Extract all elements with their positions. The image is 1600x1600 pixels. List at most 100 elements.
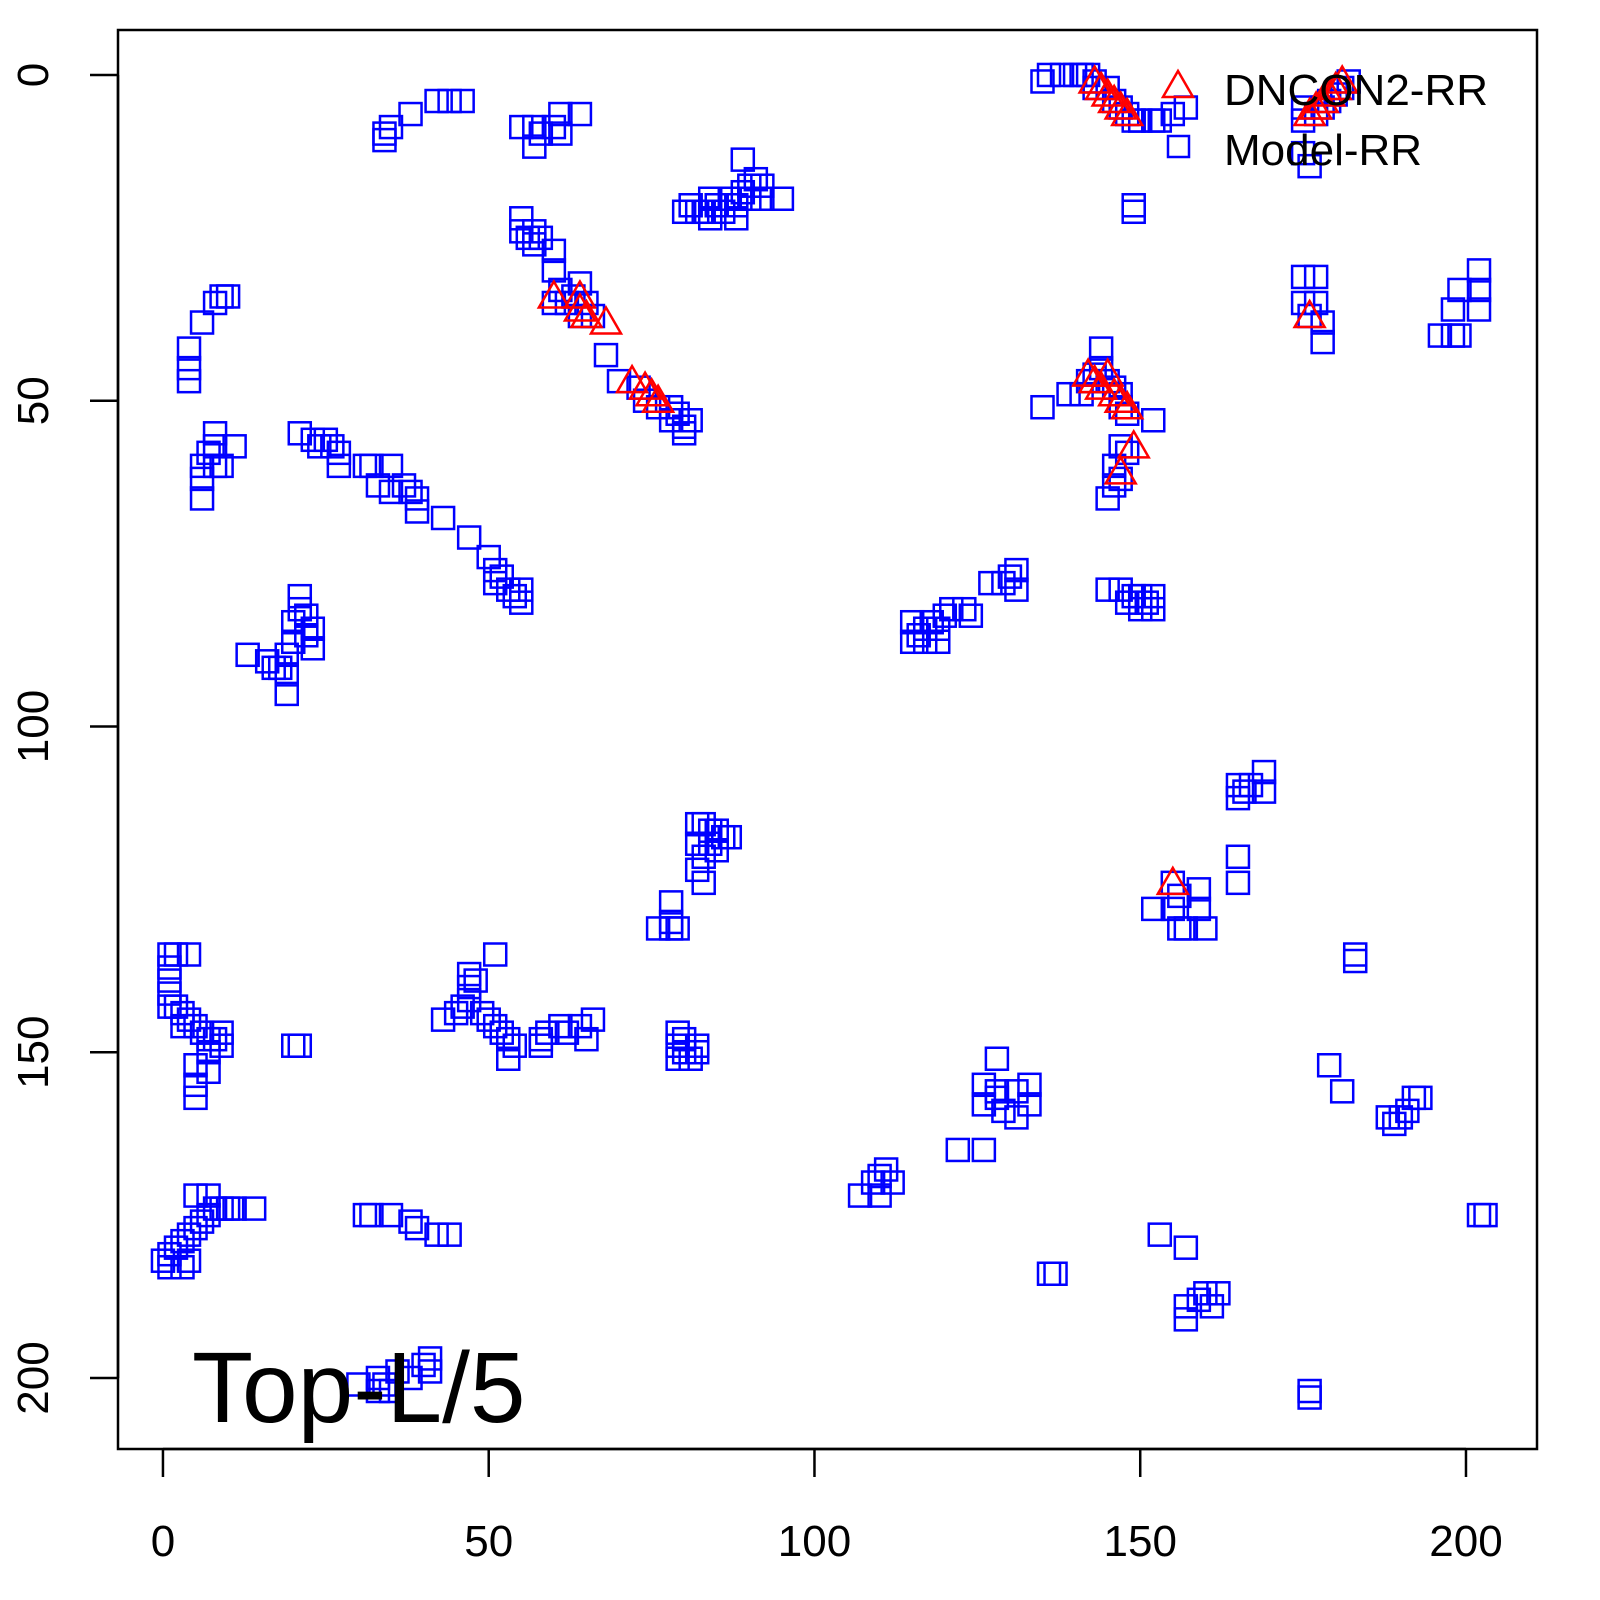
model-rr-point — [684, 1033, 710, 1058]
model-rr-point — [1290, 264, 1316, 290]
model-rr-point — [150, 1248, 176, 1273]
model-rr-point — [365, 1378, 391, 1404]
dncon2-rr-point — [562, 291, 598, 322]
y-axis: 0 50 100 150 200 — [9, 63, 120, 1415]
model-rr-point — [945, 1137, 971, 1163]
model-rr-point — [971, 1092, 997, 1117]
model-rr-point — [170, 1000, 195, 1026]
dncon2-rr-point — [1097, 83, 1132, 114]
dncon2-rr-point — [1077, 363, 1112, 394]
model-rr-point — [437, 1222, 462, 1247]
model-rr-point — [671, 1039, 697, 1065]
model-rr-point — [202, 421, 228, 446]
model-rr-point — [170, 1254, 195, 1280]
model-rr-point — [372, 121, 397, 146]
model-rr-point — [724, 193, 749, 218]
model-rr-point — [378, 1202, 404, 1228]
model-rr-point — [398, 101, 423, 127]
model-rr-point — [860, 1170, 886, 1195]
model-rr-point — [300, 636, 326, 661]
model-rr-point — [1049, 62, 1075, 88]
model-rr-point — [671, 1026, 697, 1052]
model-rr-point — [502, 1033, 528, 1058]
model-rr-point — [456, 961, 482, 987]
model-rr-point — [932, 603, 958, 628]
model-rr-point — [737, 186, 762, 211]
model-rr-point — [684, 857, 710, 883]
model-rr-point — [176, 355, 202, 381]
model-rr-point — [241, 1196, 267, 1221]
model-rr-point — [678, 193, 703, 218]
model-rr-point — [528, 225, 554, 251]
model-rr-point — [769, 186, 795, 211]
model-rr-point — [287, 421, 313, 446]
dncon2-rr-point — [1090, 76, 1125, 107]
model-rr-point — [176, 1222, 202, 1247]
model-rr-point — [482, 557, 508, 583]
model-rr-point — [704, 193, 729, 218]
dncon2-rr-point — [614, 363, 650, 394]
model-rr-point — [202, 290, 228, 316]
model-rr-point — [548, 121, 573, 146]
model-rr-point — [1440, 297, 1466, 322]
model-rr-point — [548, 101, 573, 127]
model-rr-point — [202, 434, 228, 459]
model-rr-point — [359, 453, 384, 479]
model-rr-point — [1004, 1105, 1029, 1130]
model-rr-point — [1141, 896, 1166, 922]
dncon2-rr-point — [588, 305, 624, 335]
dncon2-rr-point — [569, 298, 604, 329]
model-rr-point — [1088, 336, 1114, 361]
model-rr-point — [1316, 1053, 1342, 1078]
dncon2-rr-point — [1090, 357, 1125, 387]
model-rr-point — [196, 1183, 221, 1208]
legend-label-dncon2: DNCON2-RR — [1224, 66, 1488, 115]
model-rr-point — [919, 609, 944, 635]
model-rr-point — [899, 629, 925, 655]
model-rr-point — [287, 583, 313, 609]
model-rr-point — [509, 114, 534, 140]
model-rr-point — [509, 590, 534, 615]
model-rr-point — [978, 570, 1003, 596]
model-rr-point — [222, 1196, 247, 1221]
model-rr-point — [1251, 759, 1277, 785]
model-rr-point — [313, 427, 339, 453]
model-rr-point — [1225, 785, 1251, 811]
model-rr-point — [202, 1026, 228, 1052]
model-rr-point — [926, 616, 951, 641]
model-rr-point — [554, 1020, 580, 1045]
model-rr-point — [1238, 772, 1264, 798]
model-rr-point — [1030, 394, 1055, 420]
model-rr-point — [404, 486, 430, 511]
model-rr-point — [522, 232, 547, 257]
dncon2-rr-point — [1155, 865, 1190, 896]
model-rr-point — [1167, 883, 1192, 909]
model-rr-point — [1121, 199, 1146, 225]
model-rr-point — [509, 206, 534, 231]
dncon2-rr-point — [562, 278, 598, 309]
model-rr-point — [196, 440, 221, 466]
model-rr-point — [176, 1248, 202, 1273]
model-rr-point — [163, 994, 189, 1019]
model-rr-point — [294, 603, 319, 628]
model-rr-point — [398, 479, 423, 505]
model-rr-point — [424, 1222, 449, 1247]
model-rr-point — [489, 1020, 514, 1045]
model-rr-point — [450, 88, 475, 114]
dncon2-rr-point — [1110, 389, 1145, 420]
model-rr-point — [157, 955, 182, 980]
model-rr-point — [1173, 1307, 1199, 1332]
model-rr-point — [1310, 329, 1335, 355]
model-rr-point — [554, 290, 580, 316]
model-rr-point — [567, 1013, 593, 1039]
model-rr-point — [424, 88, 449, 114]
model-rr-point — [1251, 779, 1277, 804]
model-rr-point — [737, 173, 762, 198]
model-rr-point — [183, 1013, 208, 1039]
model-rr-point — [496, 1026, 521, 1052]
model-rr-point — [671, 421, 697, 446]
model-rr-point — [267, 655, 293, 681]
annotation-top-l5: Top-L/5 — [192, 1332, 526, 1444]
model-rr-point — [658, 890, 684, 915]
